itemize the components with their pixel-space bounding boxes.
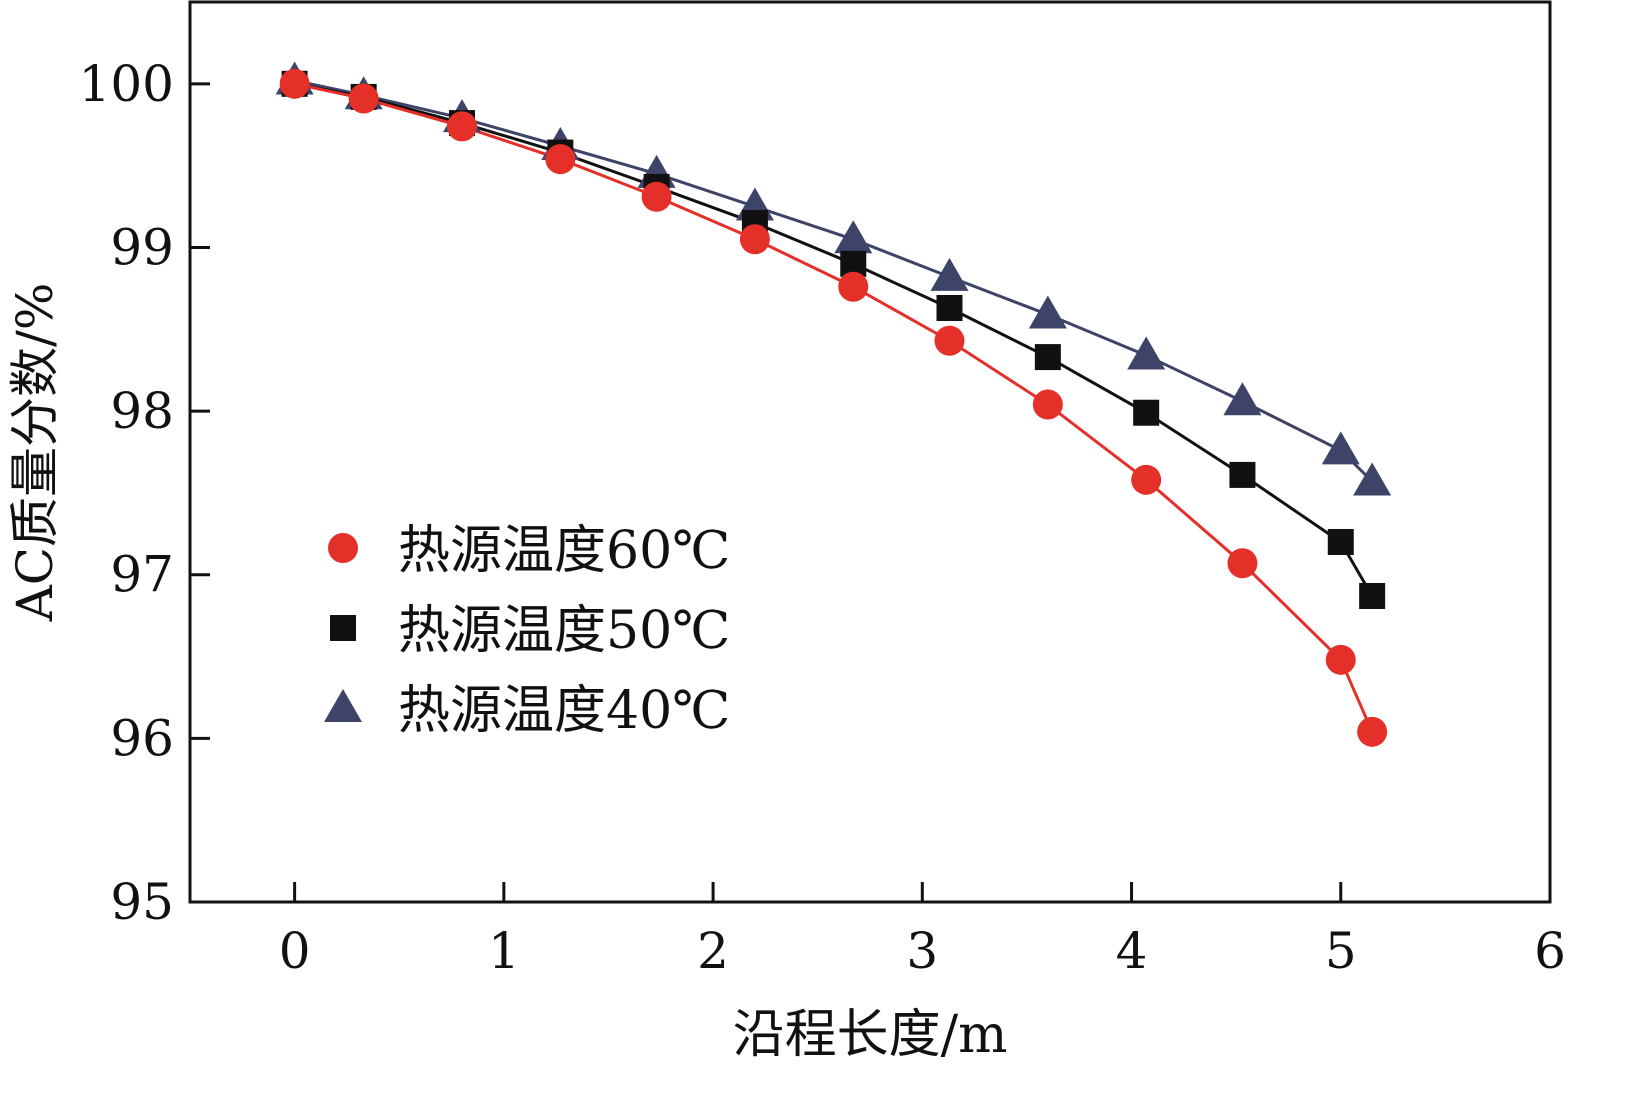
plot-frame	[188, 0, 1552, 904]
triangle-marker	[1028, 295, 1067, 329]
circle-marker	[641, 181, 672, 212]
legend: 热源温度60℃ 热源温度50℃ 热源温度40℃	[324, 521, 730, 741]
triangle-marker	[834, 220, 873, 254]
x-tick-label: 6	[1534, 922, 1566, 980]
triangle-marker	[324, 689, 362, 722]
x-tick-label: 0	[279, 922, 311, 980]
legend-label: 热源温度50℃	[398, 601, 730, 661]
x-axis-label: 沿程长度/m	[733, 1005, 1008, 1065]
legend-label: 热源温度60℃	[398, 521, 730, 581]
square-marker	[1229, 461, 1256, 488]
x-tick-label: 4	[1116, 922, 1148, 980]
square-marker	[936, 295, 963, 321]
circle-marker	[279, 68, 310, 99]
triangle-marker	[1353, 462, 1392, 496]
circle-marker	[447, 111, 477, 142]
triangle-marker	[1127, 336, 1166, 370]
y-axis: 95 96 97 98 99 100	[79, 55, 210, 931]
y-axis-label: AC质量分数/%	[6, 283, 64, 623]
circle-marker	[739, 224, 770, 255]
x-tick-label: 5	[1325, 922, 1357, 980]
circle-marker	[1131, 464, 1162, 495]
series-line	[294, 82, 1374, 597]
y-tick-label: 96	[110, 709, 174, 767]
circle-marker	[348, 83, 379, 114]
x-tick-label: 3	[906, 922, 938, 980]
square-marker	[330, 615, 356, 641]
triangle-marker	[930, 257, 969, 291]
square-marker	[1034, 344, 1061, 371]
circle-marker	[1227, 548, 1258, 579]
triangle-marker	[1223, 382, 1262, 416]
series-line	[294, 79, 1374, 483]
circle-marker	[838, 271, 869, 302]
square-marker	[1359, 583, 1386, 609]
circle-marker	[1357, 716, 1388, 747]
circle-marker	[1325, 644, 1356, 675]
y-tick-label: 97	[110, 546, 174, 604]
triangle-marker	[1321, 431, 1360, 465]
square-marker	[1327, 529, 1354, 555]
series-markers	[275, 61, 1392, 747]
x-tick-label: 2	[697, 922, 729, 980]
y-tick-label: 100	[79, 55, 174, 113]
x-axis: 0 1 2 3 4 5 6	[279, 882, 1566, 980]
circle-marker	[1032, 389, 1063, 420]
y-tick-label: 98	[110, 382, 174, 440]
circle-marker	[545, 144, 576, 175]
square-marker	[1133, 399, 1160, 426]
y-tick-label: 95	[110, 873, 174, 931]
y-tick-label: 99	[110, 218, 174, 276]
circle-marker	[328, 533, 358, 563]
circle-marker	[934, 325, 965, 356]
x-tick-label: 1	[488, 922, 520, 980]
legend-label: 热源温度40℃	[398, 681, 730, 741]
